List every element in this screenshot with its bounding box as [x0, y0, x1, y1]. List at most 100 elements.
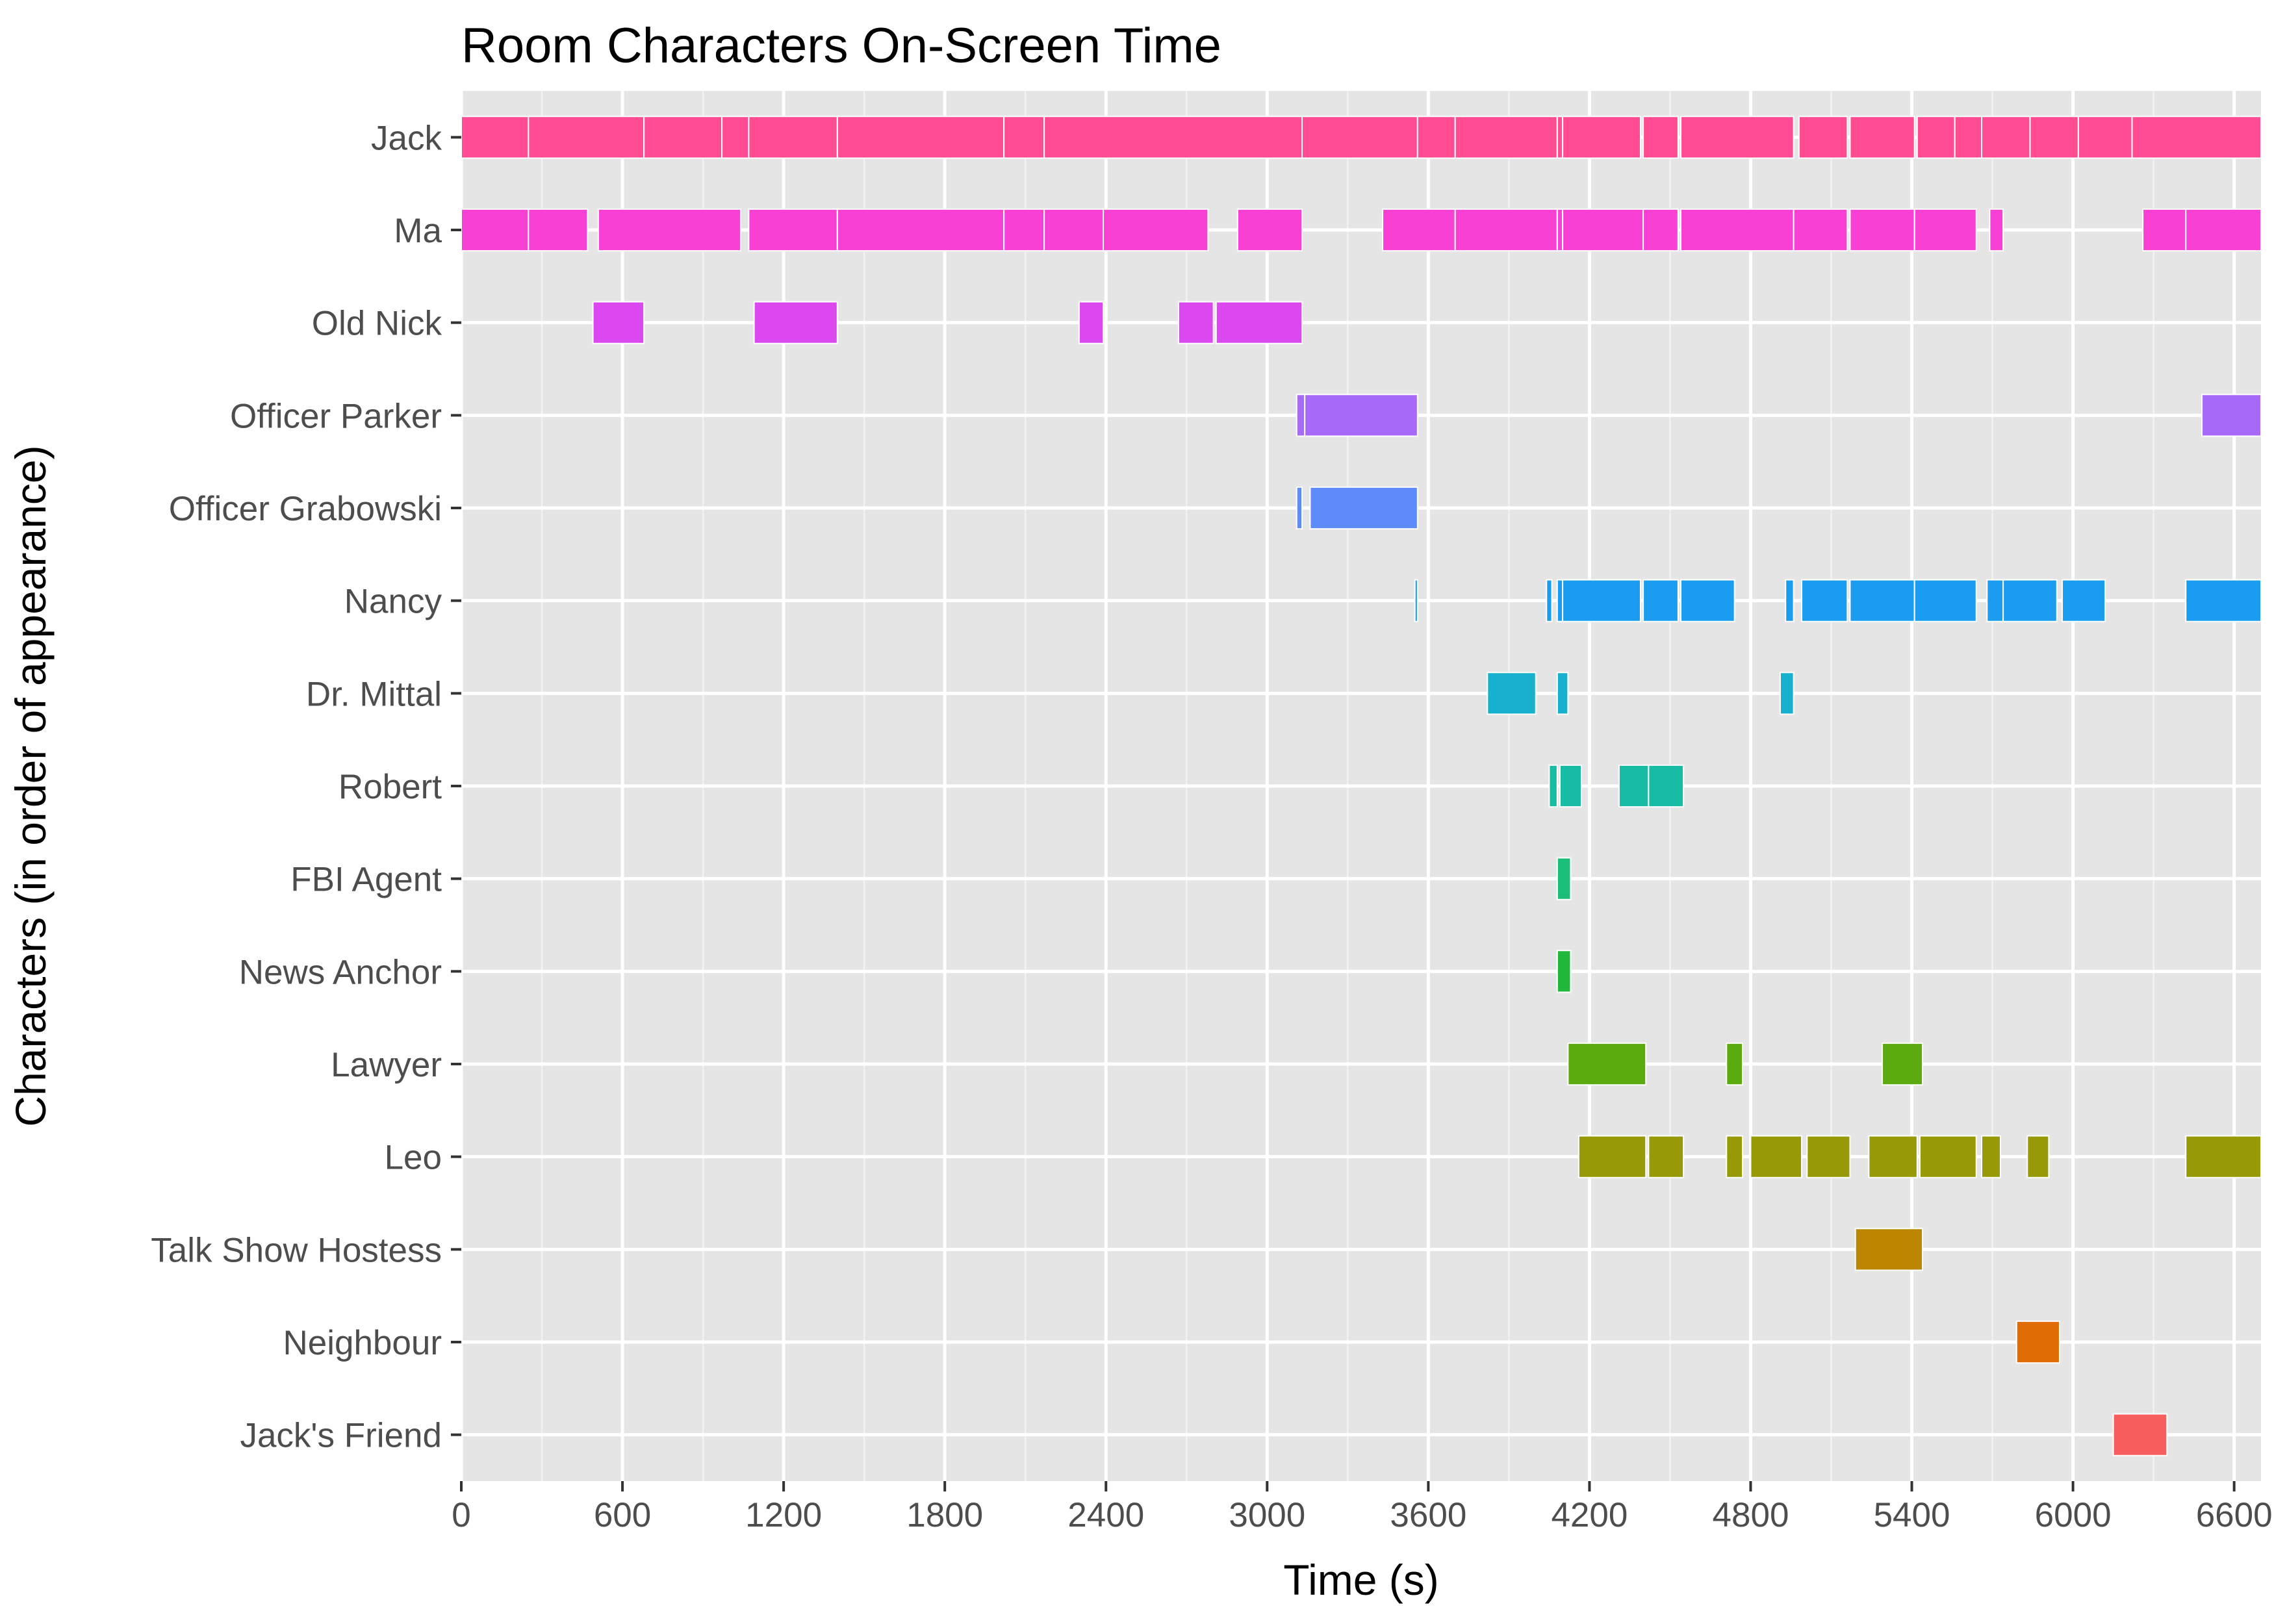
segment-bar [748, 208, 838, 252]
segment-bar [1793, 208, 1848, 252]
segment-bar [1304, 394, 1418, 437]
segment-bar [2131, 116, 2262, 159]
x-axis-title: Time (s) [1283, 1556, 1439, 1604]
segment-bar [1882, 1042, 1924, 1086]
segment-bar [1559, 764, 1583, 808]
segment-bar [2185, 208, 2262, 252]
segment-bar [1556, 857, 1572, 900]
chart-title: Room Characters On-Screen Time [461, 18, 1221, 73]
segment-bar [1562, 208, 1644, 252]
segment-bar [1416, 116, 1456, 159]
segment-bar [1414, 579, 1418, 622]
x-tick-label: 1800 [906, 1496, 983, 1534]
y-tick-label: Talk Show Hostess [151, 1231, 442, 1269]
y-tick-label: Nancy [344, 583, 442, 621]
y-tick-label: Lawyer [331, 1046, 442, 1084]
segment-bar [2201, 394, 2262, 437]
segment-bar [1556, 579, 1564, 622]
segment-bar [1454, 208, 1558, 252]
segment-bar [1680, 116, 1795, 159]
x-tick-label: 600 [594, 1496, 651, 1534]
y-tick-label: Dr. Mittal [306, 675, 442, 713]
segment-bar [1177, 301, 1214, 344]
segment-bar [2002, 579, 2058, 622]
y-tick-label: Jack [371, 119, 442, 157]
y-axis: Jack Ma Old Nick Officer Parker Officer Grab… [151, 119, 461, 1455]
segment-bar [1556, 208, 1564, 252]
segment-bar [1854, 1228, 1924, 1271]
segment-bar [2077, 116, 2133, 159]
segment-bar [1618, 764, 1650, 808]
segment-bar [1546, 579, 1553, 622]
segment-bar [2026, 1135, 2050, 1178]
x-tick-label: 3600 [1390, 1496, 1466, 1534]
segment-bar [721, 116, 750, 159]
segment-bar [2029, 116, 2079, 159]
segment-bar [1562, 579, 1641, 622]
segment-bar [1043, 116, 1303, 159]
y-tick-label: Officer Parker [230, 397, 442, 435]
segment-bar [1003, 116, 1045, 159]
y-axis-title: Characters (in order of appearance) [6, 445, 55, 1126]
segment-bar [1989, 208, 2004, 252]
segment-bar [1296, 486, 1303, 530]
segment-bar [753, 301, 838, 344]
segment-bar [597, 208, 741, 252]
segment-bar [1868, 1135, 1918, 1178]
segment-bar [1487, 672, 1537, 715]
segment-bar [1296, 394, 1306, 437]
y-tick-label: Old Nick [312, 305, 442, 343]
segment-bar [1562, 116, 1641, 159]
segment-bar [1801, 579, 1848, 622]
x-tick-label: 4200 [1551, 1496, 1628, 1534]
segment-bar [1215, 301, 1303, 344]
segment-bar [1986, 579, 2004, 622]
segment-bar [1750, 1135, 1803, 1178]
x-tick-label: 1200 [745, 1496, 822, 1534]
segment-bar [1556, 950, 1572, 993]
x-tick-label: 0 [452, 1496, 470, 1534]
segment-bar [1103, 208, 1209, 252]
x-axis: 0 600 1200 1800 2400 3000 3600 4200 4800 5400 6000… [452, 1481, 2273, 1534]
x-tick-label: 3000 [1229, 1496, 1305, 1534]
segment-bar [1382, 208, 1456, 252]
x-tick-label: 6600 [2196, 1496, 2273, 1534]
segment-bar [1981, 1135, 2001, 1178]
segment-bar [1913, 579, 1977, 622]
segment-bar [592, 301, 645, 344]
segment-bar [1548, 764, 1558, 808]
segment-bar [1726, 1135, 1744, 1178]
segment-bar [1680, 579, 1735, 622]
segment-bar [1309, 486, 1418, 530]
segment-bar [1642, 579, 1679, 622]
segment-bar [1798, 116, 1848, 159]
y-tick-label: Neighbour [283, 1324, 442, 1362]
segment-bar [461, 116, 530, 159]
segment-bar [1642, 208, 1679, 252]
segment-bar [1849, 579, 1915, 622]
segment-bar [2062, 579, 2106, 622]
x-tick-label: 6000 [2035, 1496, 2112, 1534]
segment-bar [1648, 764, 1685, 808]
y-tick-label: FBI Agent [290, 861, 442, 899]
segment-bar [528, 116, 645, 159]
segment-bar [1726, 1042, 1744, 1086]
segment-bar [1806, 1135, 1851, 1178]
y-tick-label: Officer Grabowski [169, 490, 442, 528]
x-tick-label: 5400 [1874, 1496, 1950, 1534]
segment-bar [643, 116, 723, 159]
y-tick-label: Ma [394, 212, 442, 250]
y-tick-label: Robert [339, 768, 442, 806]
segment-bar [836, 116, 1005, 159]
segment-bar [1578, 1135, 1647, 1178]
segment-bar [2142, 208, 2187, 252]
segment-bars [461, 116, 2262, 1456]
segment-bar [748, 116, 838, 159]
segment-bar [1785, 579, 1795, 622]
segment-bar [1919, 1135, 1977, 1178]
segment-bar [1680, 208, 1795, 252]
segment-bar [2015, 1320, 2060, 1364]
segment-bar [528, 208, 589, 252]
segment-bar [1913, 208, 1977, 252]
